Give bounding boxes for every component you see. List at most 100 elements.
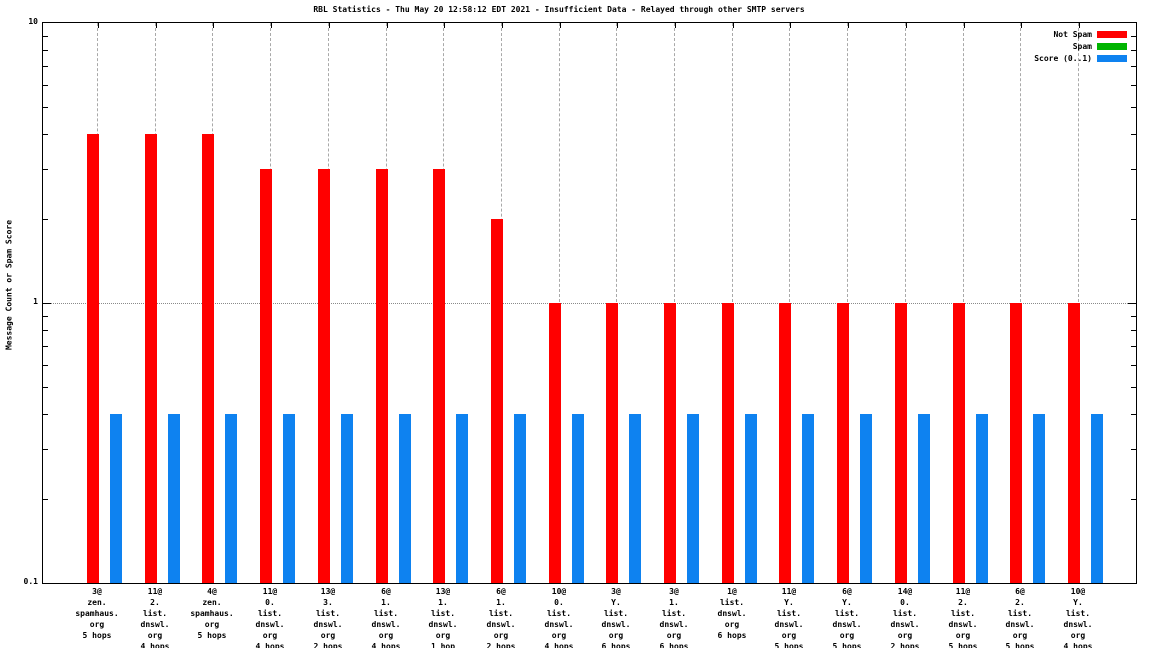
legend-swatch-spam xyxy=(1097,43,1127,50)
y-minor-tick xyxy=(1131,169,1136,170)
bar-not-spam xyxy=(1010,303,1022,583)
bar-score-0-1 xyxy=(860,414,872,583)
bar-score-0-1 xyxy=(802,414,814,583)
x-axis-label: 14@ 0. list. dnswl. org 2 hops xyxy=(890,587,920,648)
x-tick-top xyxy=(617,23,618,28)
x-axis-label: 1@ list. dnswl. org 6 hops xyxy=(717,587,747,640)
x-axis-label: 13@ 3. list. dnswl. org 2 hops xyxy=(313,587,343,648)
y-minor-tick xyxy=(43,365,48,366)
y-minor-tick xyxy=(43,499,48,500)
x-tick-top xyxy=(906,23,907,28)
legend-label-spam: Spam xyxy=(1072,42,1092,51)
x-tick-top xyxy=(1079,23,1080,28)
y-minor-tick xyxy=(1131,85,1136,86)
bar-not-spam xyxy=(376,169,388,583)
y-major-tick xyxy=(43,303,51,304)
x-tick-top xyxy=(560,23,561,28)
y-minor-tick xyxy=(1131,414,1136,415)
y-minor-tick xyxy=(1131,316,1136,317)
y-axis-title: Message Count or Spam Score xyxy=(4,219,14,351)
x-axis-label: 4@ zen. spamhaus. org 5 hops xyxy=(190,587,234,640)
x-tick-top xyxy=(1021,23,1022,28)
bar-not-spam xyxy=(606,303,618,583)
y-minor-tick xyxy=(43,85,48,86)
y-minor-tick xyxy=(43,50,48,51)
y-minor-tick xyxy=(1131,50,1136,51)
x-axis-label: 3@ zen. spamhaus. org 5 hops xyxy=(75,587,119,640)
x-axis-label: 10@ Y. list. dnswl. org 4 hops xyxy=(1063,587,1093,648)
bar-score-0-1 xyxy=(687,414,699,583)
bar-not-spam xyxy=(433,169,445,583)
x-tick-top xyxy=(213,23,214,28)
x-tick-top xyxy=(848,23,849,28)
bar-score-0-1 xyxy=(399,414,411,583)
y-minor-tick xyxy=(43,449,48,450)
y-tick-label: 0.1 xyxy=(23,577,38,586)
x-axis-label: 6@ Y. list. dnswl. org 5 hops xyxy=(832,587,862,648)
bar-not-spam xyxy=(318,169,330,583)
y-minor-tick xyxy=(1131,346,1136,347)
bar-not-spam xyxy=(837,303,849,583)
y-minor-tick xyxy=(43,107,48,108)
x-axis-label: 13@ 1. list. dnswl. org 1 hop xyxy=(428,587,458,648)
bar-score-0-1 xyxy=(514,414,526,583)
x-tick-top xyxy=(329,23,330,28)
unity-gridline xyxy=(43,303,1136,304)
legend-swatch-score-0-1 xyxy=(1097,55,1127,62)
y-minor-tick xyxy=(43,169,48,170)
x-tick-top xyxy=(271,23,272,28)
legend-label-score-0-1: Score (0..1) xyxy=(1034,54,1092,63)
bar-score-0-1 xyxy=(283,414,295,583)
bar-score-0-1 xyxy=(1033,414,1045,583)
plot-area: Not Spam Spam Score (0..1) xyxy=(42,22,1137,584)
y-tick-label: 1 xyxy=(33,297,38,306)
x-axis-label: 11@ Y. list. dnswl. org 5 hops xyxy=(774,587,804,648)
y-minor-tick xyxy=(1131,449,1136,450)
bar-not-spam xyxy=(664,303,676,583)
bar-not-spam xyxy=(722,303,734,583)
x-axis-label: 10@ 0. list. dnswl. org 4 hops xyxy=(544,587,574,648)
x-axis-label: 6@ 1. list. dnswl. org 2 hops xyxy=(486,587,516,648)
y-minor-tick xyxy=(1131,107,1136,108)
bar-score-0-1 xyxy=(225,414,237,583)
bar-score-0-1 xyxy=(168,414,180,583)
y-minor-tick xyxy=(43,134,48,135)
y-minor-tick xyxy=(1131,36,1136,37)
y-minor-tick xyxy=(43,387,48,388)
x-axis-label: 3@ 1. list. dnswl. org 6 hops xyxy=(659,587,689,648)
bar-not-spam xyxy=(779,303,791,583)
y-minor-tick xyxy=(43,414,48,415)
x-tick-top xyxy=(156,23,157,28)
y-minor-tick xyxy=(1131,365,1136,366)
y-minor-tick xyxy=(1131,387,1136,388)
bar-not-spam xyxy=(87,134,99,583)
bar-not-spam xyxy=(953,303,965,583)
x-tick-top xyxy=(444,23,445,28)
y-minor-tick xyxy=(1131,66,1136,67)
bar-score-0-1 xyxy=(976,414,988,583)
y-minor-tick xyxy=(43,66,48,67)
x-tick-top xyxy=(790,23,791,28)
bar-score-0-1 xyxy=(745,414,757,583)
chart-title: RBL Statistics - Thu May 20 12:58:12 EDT… xyxy=(313,5,805,14)
legend-label-not-spam: Not Spam xyxy=(1053,30,1092,39)
y-tick-label: 10 xyxy=(28,17,38,26)
y-major-tick xyxy=(1128,303,1136,304)
x-axis-label: 11@ 2. list. dnswl. org 5 hops xyxy=(948,587,978,648)
y-minor-tick xyxy=(43,316,48,317)
y-minor-tick xyxy=(43,219,48,220)
bar-score-0-1 xyxy=(572,414,584,583)
bar-score-0-1 xyxy=(918,414,930,583)
y-minor-tick xyxy=(43,346,48,347)
bar-not-spam xyxy=(1068,303,1080,583)
bar-not-spam xyxy=(145,134,157,583)
x-axis-label: 6@ 2. list. dnswl. org 5 hops xyxy=(1005,587,1035,648)
bar-score-0-1 xyxy=(341,414,353,583)
x-tick-top xyxy=(98,23,99,28)
x-tick-top xyxy=(675,23,676,28)
y-minor-tick xyxy=(1131,499,1136,500)
x-axis-label: 6@ 1. list. dnswl. org 4 hops xyxy=(371,587,401,648)
x-axis-label: 11@ 0. list. dnswl. org 4 hops xyxy=(255,587,285,648)
y-minor-tick xyxy=(1131,330,1136,331)
